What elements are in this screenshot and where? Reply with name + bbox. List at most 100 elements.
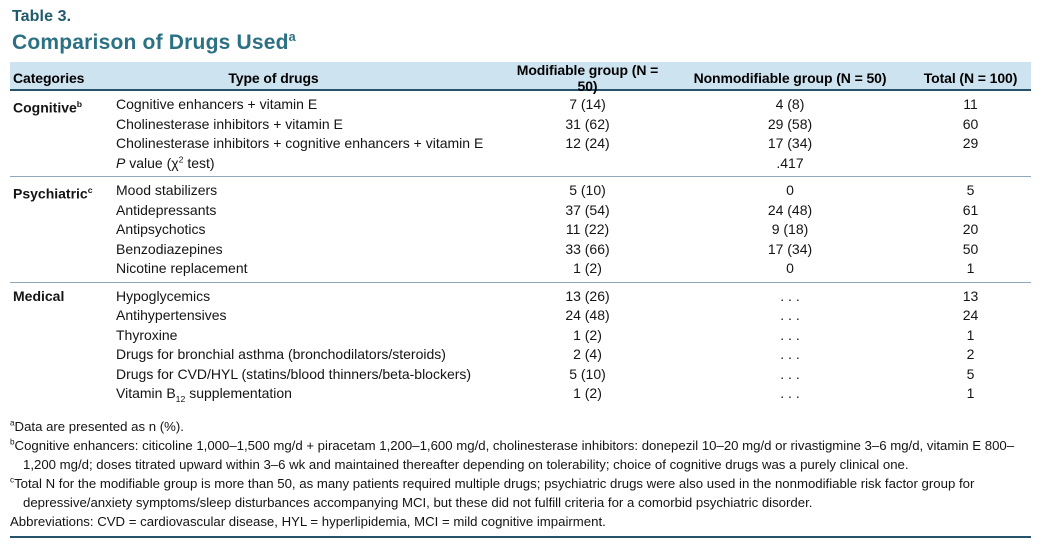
modifiable-value-cell: 11 (22) — [565, 221, 610, 237]
modifiable-value-cell: 12 (24) — [565, 135, 610, 151]
footnote-marker: b — [10, 437, 15, 447]
drug-name-cell: Cholinesterase inhibitors + vitamin E — [116, 115, 343, 132]
nonmodifiable-value-cell: . . . — [780, 307, 800, 323]
footnote-text: Cognitive enhancers: citicoline 1,000–1,… — [14, 437, 1015, 472]
total-value-cell: 5 — [966, 182, 975, 198]
drug-name-cell: Vitamin B12 supplementation — [114, 384, 505, 404]
drug-name-segment: Vitamin B — [116, 385, 176, 401]
header-nonmodifiable-group: Nonmodifiable group (N = 50) — [693, 70, 887, 86]
drugs-comparison-table: Categories Type of drugs Modifiable grou… — [10, 62, 1031, 407]
category-label: Psychiatric — [13, 185, 88, 202]
nonmodifiable-value-cell: . . . — [780, 365, 800, 382]
abbreviations-note: Abbreviations: CVD = cardiovascular dise… — [10, 512, 1031, 531]
drug-name-cell: Drugs for CVD/HYL (statins/blood thinner… — [116, 365, 472, 382]
drug-name-cell: Cholinesterase inhibitors + cognitive en… — [116, 135, 484, 151]
modifiable-value-cell: 31 (62) — [565, 115, 610, 132]
table-title: Comparison of Drugs Useda — [10, 26, 1031, 62]
drug-name-cell: P value (χ2 test) — [114, 154, 505, 174]
nonmodifiable-value-cell: 9 (18) — [771, 221, 809, 237]
nonmodifiable-value-cell: . . . — [780, 385, 800, 401]
category-superscript: c — [87, 185, 93, 195]
table-title-superscript: a — [288, 30, 296, 44]
table-bottom-rule — [10, 535, 1031, 538]
nonmodifiable-value-cell: 17 (34) — [767, 240, 813, 257]
nonmodifiable-value-cell: .417 — [776, 154, 804, 171]
drug-name-cell: Cognitive enhancers + vitamin E — [116, 96, 318, 112]
category-cell: Medical — [10, 287, 114, 404]
drug-name-cell: Antidepressants — [116, 201, 217, 218]
drug-name-cell: Hypoglycemics — [116, 287, 211, 304]
drug-name-segment: 2 — [178, 153, 184, 164]
drug-name-segment: P — [116, 154, 126, 171]
footnote-b: bCognitive enhancers: citicoline 1,000–1… — [10, 436, 1031, 474]
total-value-cell: 61 — [962, 201, 979, 218]
total-value-cell: 1 — [966, 326, 975, 343]
total-value-cell: 1 — [966, 385, 975, 401]
drug-name-segment: value (χ — [125, 154, 179, 171]
total-value-cell: 1 — [966, 260, 975, 276]
nonmodifiable-value-cell: 0 — [786, 260, 794, 276]
footnote-text: Total N for the modifiable group is more… — [14, 475, 975, 510]
total-value-cell: 50 — [962, 240, 979, 257]
total-value-cell: 24 — [962, 307, 979, 323]
modifiable-value-cell: 5 (10) — [569, 182, 606, 198]
total-value-cell: 29 — [962, 135, 979, 151]
table-number-label: Table 3. — [12, 8, 72, 25]
nonmodifiable-value-cell: 29 (58) — [767, 115, 813, 132]
footnote-marker: a — [10, 418, 15, 428]
category-cell: Cognitiveb — [10, 95, 114, 173]
total-value-cell: 20 — [962, 221, 979, 237]
total-value-cell: 60 — [962, 115, 979, 132]
table-title-text: Comparison of Drugs Used — [12, 31, 289, 54]
table-section: Medical Hypoglycemics 13 (26) . . . 13 Antihy… — [10, 281, 1031, 407]
table-section: Cognitiveb Cognitive enhancers + vitamin … — [10, 91, 1031, 176]
drug-name-cell: Benzodiazepines — [116, 240, 223, 257]
modifiable-value-cell: 5 (10) — [569, 365, 606, 382]
footnote-c: cTotal N for the modifiable group is mor… — [10, 474, 1031, 512]
nonmodifiable-value-cell: . . . — [780, 346, 800, 362]
nonmodifiable-value-cell: . . . — [780, 287, 800, 304]
footnote-marker: c — [10, 475, 15, 485]
nonmodifiable-value-cell: 17 (34) — [767, 135, 813, 151]
category-superscript: b — [76, 99, 83, 109]
header-total: Total (N = 100) — [923, 70, 1018, 86]
table-header-row: Categories Type of drugs Modifiable grou… — [10, 62, 1031, 94]
total-value-cell: 2 — [966, 346, 975, 362]
modifiable-value-cell: 24 (48) — [565, 307, 610, 323]
total-value-cell: 13 — [962, 287, 979, 304]
modifiable-value-cell: 13 (26) — [565, 287, 610, 304]
drug-name-cell: Thyroxine — [116, 326, 178, 343]
modifiable-value-cell: 37 (54) — [565, 201, 610, 218]
footnote-a: aData are presented as n (%). — [10, 417, 1031, 436]
category-cell: Psychiatricc — [10, 181, 114, 279]
drug-name-cell: Antipsychotics — [116, 221, 206, 237]
modifiable-value-cell: 1 (2) — [573, 385, 602, 401]
nonmodifiable-value-cell: 4 (8) — [775, 96, 805, 112]
nonmodifiable-value-cell: 0 — [786, 182, 794, 198]
drug-name-segment: test) — [183, 154, 215, 171]
drug-name-segment: 12 — [175, 393, 186, 404]
header-categories: Categories — [13, 70, 85, 86]
table-section: Psychiatricc Mood stabilizers 5 (10) 0 5 Anti… — [10, 176, 1031, 282]
modifiable-value-cell: 1 (2) — [573, 326, 602, 343]
modifiable-value-cell: 2 (4) — [573, 346, 602, 362]
footnote-text: Abbreviations: CVD = cardiovascular dise… — [10, 513, 606, 529]
modifiable-value-cell: 33 (66) — [565, 240, 610, 257]
category-label: Cognitive — [13, 99, 77, 116]
modifiable-value-cell: 7 (14) — [569, 96, 606, 112]
modifiable-value-cell — [505, 154, 670, 174]
drug-name-cell: Drugs for bronchial asthma (bronchodilat… — [116, 346, 446, 362]
modifiable-value-cell: 1 (2) — [573, 260, 602, 276]
nonmodifiable-value-cell: 24 (48) — [767, 201, 813, 218]
header-type-of-drugs: Type of drugs — [228, 70, 319, 86]
table-footnotes: aData are presented as n (%). bCognitive … — [10, 417, 1031, 531]
drug-name-cell: Nicotine replacement — [116, 260, 248, 276]
category-label: Medical — [13, 287, 65, 304]
nonmodifiable-value-cell: . . . — [780, 326, 800, 343]
footnote-text: Data are presented as n (%). — [14, 418, 184, 434]
total-value-cell — [910, 154, 1031, 174]
total-value-cell: 5 — [966, 365, 975, 382]
total-value-cell: 11 — [963, 96, 978, 112]
table-body: Cognitiveb Cognitive enhancers + vitamin … — [10, 91, 1031, 407]
